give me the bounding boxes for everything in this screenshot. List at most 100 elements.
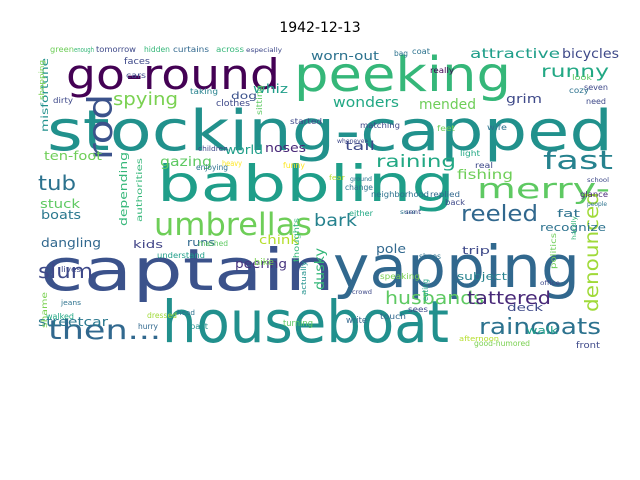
word: subject: [457, 270, 508, 283]
word: tomorrow: [96, 45, 136, 54]
word: then...: [48, 315, 161, 346]
word: sees: [408, 305, 428, 314]
word: yapping: [333, 233, 580, 301]
word: stocking-capped: [47, 99, 613, 164]
word: need: [586, 97, 606, 106]
word: faces: [124, 57, 150, 67]
word: bark: [314, 211, 357, 231]
word: shopping: [38, 60, 46, 100]
word: mashed: [198, 239, 228, 248]
word: bag: [394, 49, 408, 58]
chart-title: 1942-12-13: [279, 20, 361, 36]
word: taking: [190, 87, 218, 96]
word: raincoats: [479, 315, 601, 340]
word: wonders: [333, 95, 399, 111]
word: sure: [400, 209, 416, 216]
word: streetcar: [38, 315, 108, 329]
word: funny: [283, 161, 305, 170]
word: actually: [300, 261, 308, 295]
word: real: [475, 161, 493, 170]
word: tail: [345, 139, 375, 153]
word: heavy: [222, 159, 242, 168]
word: turning: [283, 319, 313, 329]
word: noses: [265, 141, 306, 155]
word: reeled: [461, 202, 538, 227]
word: umbrellas: [154, 207, 312, 243]
word: seven: [584, 83, 608, 92]
word: green: [50, 45, 74, 54]
word: peering: [235, 257, 287, 271]
word: dusky: [313, 248, 328, 290]
word: back: [445, 198, 465, 207]
word: wife: [487, 123, 507, 132]
word: lives: [61, 265, 81, 274]
word: whenever: [337, 138, 368, 145]
word: cars: [126, 71, 146, 80]
word: change: [345, 183, 373, 192]
word: merry-: [477, 172, 610, 205]
word: dressed: [147, 311, 177, 320]
word: hardly: [571, 215, 578, 240]
word: eating: [421, 279, 430, 301]
word: good-humored: [474, 339, 530, 348]
word: worn-out: [311, 49, 379, 63]
word: coat: [412, 47, 430, 56]
word: replied: [430, 190, 460, 199]
word: gazing: [160, 155, 212, 170]
word: authorities: [135, 158, 144, 222]
word: shoes: [419, 252, 441, 261]
word: ground: [350, 176, 372, 183]
word: write: [346, 316, 367, 326]
word: dangling: [41, 236, 101, 250]
word: depending: [117, 152, 130, 226]
word: politics: [549, 233, 558, 269]
word: fishing: [457, 168, 513, 183]
word: fast: [543, 146, 613, 176]
word: hidden: [144, 45, 170, 54]
word: look: [572, 73, 592, 82]
word: attractive: [470, 47, 560, 62]
word: really: [430, 66, 454, 75]
word: captain: [40, 236, 335, 304]
word: fat: [557, 207, 581, 220]
word: especially: [246, 47, 283, 54]
word: light: [460, 149, 480, 158]
word: across: [216, 45, 244, 54]
word: pole: [376, 242, 406, 256]
word: husbands: [385, 288, 484, 309]
word: started: [290, 117, 322, 126]
word: office: [540, 280, 560, 287]
word: sitting: [255, 85, 264, 115]
word: spying: [113, 89, 178, 110]
word: runny: [541, 62, 609, 82]
word: enjoying: [196, 163, 228, 172]
word: cozy: [569, 86, 589, 95]
word: past: [190, 322, 208, 331]
word: slum: [38, 259, 93, 283]
word: either: [349, 209, 374, 218]
word: curtains: [173, 45, 209, 54]
word: jeans: [60, 299, 81, 307]
word: touch: [380, 312, 406, 321]
word: peeking: [294, 47, 511, 103]
word: mended: [419, 97, 476, 113]
word: world: [225, 143, 263, 157]
word: go-round: [66, 50, 280, 99]
word: recognize: [540, 221, 606, 234]
word: trip: [462, 244, 490, 257]
word: kids: [133, 238, 163, 251]
word: grim: [506, 92, 542, 106]
word: tub: [38, 171, 76, 195]
word: rod: [81, 94, 121, 160]
word: sent: [405, 209, 422, 216]
word: boats: [41, 208, 81, 222]
word: crowd: [352, 289, 372, 296]
word: chink: [259, 233, 299, 247]
word: school: [587, 177, 609, 184]
word: enough: [74, 46, 94, 54]
word: misfortune: [40, 58, 51, 132]
word: denounced: [581, 192, 603, 312]
word: dog: [231, 91, 257, 102]
